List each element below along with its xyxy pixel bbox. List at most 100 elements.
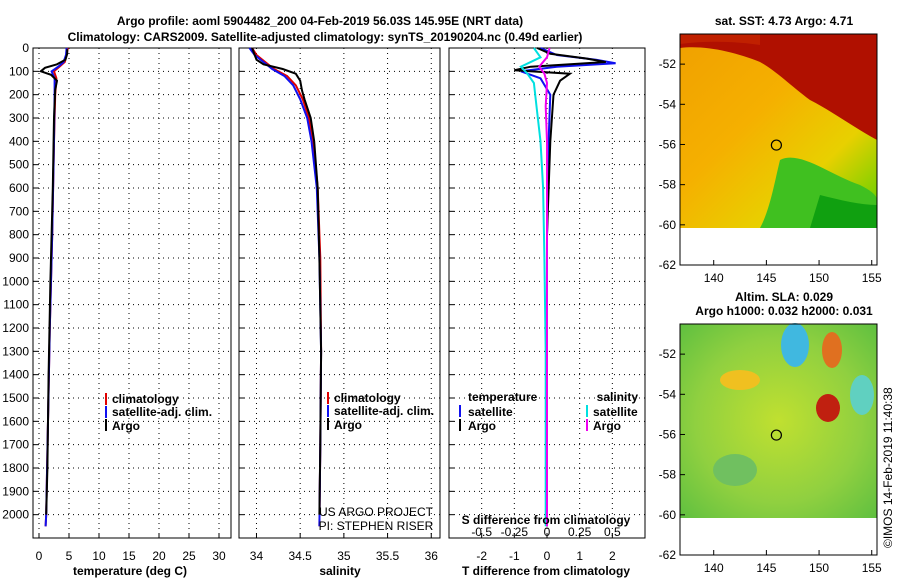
legend-climatology-label: climatology (334, 391, 401, 405)
series-line-argo (251, 47, 323, 515)
sst-map: sat. SST: 4.73 Argo: 4.71 140 145 150 155 -5… (659, 14, 882, 285)
legend-t-satellite-label: satellite (468, 405, 513, 419)
temperature-axes-frame (32, 47, 232, 539)
salinity-xlabel: salinity (319, 564, 361, 578)
series-line-argo (38, 49, 69, 515)
legend-climatology-label: climatology (112, 392, 179, 406)
sla-high-anomaly (822, 332, 842, 368)
map-x-tick-label: 145 (756, 561, 776, 575)
y-tick-label: 1200 (2, 321, 29, 335)
map-y-tick-label: -56 (659, 137, 677, 151)
salinity-diff-tick-label: 0.25 (568, 525, 592, 539)
series-line-s-satellite (519, 47, 547, 527)
credit-line-2: PI: STEPHEN RISER (319, 519, 434, 533)
sla-field-background (680, 324, 877, 518)
x-tick-label: 10 (92, 549, 106, 563)
map-x-tick-label: 145 (756, 271, 776, 285)
map-x-tick-label: 150 (809, 271, 829, 285)
sla-profile-location-marker (770, 429, 782, 441)
salinity-panel: 34 34.5 35 35.5 36 salinity climatology sate… (238, 47, 441, 578)
map-y-tick-label: -56 (659, 427, 677, 441)
x-tick-label: 2 (609, 549, 616, 563)
temperature-panel: 0 5 10 15 20 25 300100200300400500600700800900… (2, 41, 232, 578)
sla-map-frame (679, 323, 878, 556)
y-tick-label: 1000 (2, 274, 29, 288)
legend-argo-label: Argo (112, 419, 140, 433)
x-tick-label: 35 (337, 549, 351, 563)
y-tick-label: 1100 (3, 298, 29, 312)
x-tick-label: 5 (66, 549, 73, 563)
x-tick-label: 15 (122, 549, 136, 563)
difference-legend: temperature satellite Argo salinity sate… (459, 390, 639, 433)
sla-map: Altim. SLA: 0.029 Argo h1000: 0.032 h200… (659, 290, 882, 575)
y-tick-label: 1900 (2, 484, 29, 498)
salinity-diff-tick-label: 0.5 (604, 525, 621, 539)
map-x-tick-label: 155 (862, 561, 882, 575)
sla-map-title-line-2: Argo h1000: 0.032 h2000: 0.031 (695, 304, 873, 318)
x-tick-label: 34.5 (288, 549, 312, 563)
sla-negative-anomaly (850, 375, 874, 415)
legend-temperature-title: temperature (468, 390, 538, 404)
watermark: ©IMOS 14-Feb-2019 11:40:38 (881, 387, 895, 548)
y-tick-label: 1700 (2, 438, 29, 452)
y-tick-label: 1400 (2, 368, 29, 382)
map-y-tick-label: -58 (659, 178, 677, 192)
salinity-diff-tick-label: -0.25 (501, 525, 529, 539)
sla-neutral-region (713, 454, 757, 486)
map-y-tick-label: -52 (659, 57, 677, 71)
legend-s-argo-label: Argo (593, 419, 621, 433)
y-tick-label: 500 (9, 158, 29, 172)
y-tick-label: 400 (9, 134, 29, 148)
difference-panel: -2 -1 0 1 2 -0.5 -0.25 0 0.25 0.5 T difference fr… (448, 47, 646, 578)
sst-map-title: sat. SST: 4.73 Argo: 4.71 (715, 14, 854, 28)
map-y-tick-label: -62 (659, 258, 677, 272)
difference-xlabel: T difference from climatology (462, 564, 630, 578)
temperature-xlabel: temperature (deg C) (73, 564, 187, 578)
legend-satellite-label: satellite-adj. clim. (334, 404, 434, 418)
x-tick-label: 34 (250, 549, 264, 563)
sla-high-anomaly-core (816, 394, 840, 422)
legend-argo-label: Argo (334, 418, 362, 432)
y-tick-label: 1600 (2, 414, 29, 428)
legend-satellite-label: satellite-adj. clim. (112, 405, 212, 419)
sst-warm-region-edge (680, 34, 760, 45)
y-tick-label: 900 (9, 251, 29, 265)
salinity-diff-tick-label: 0 (544, 525, 551, 539)
salinity-diff-tick-label: -0.5 (471, 525, 492, 539)
y-tick-label: 100 (9, 64, 29, 78)
series-line-satellite-adj-clim- (44, 47, 68, 527)
x-tick-label: 1 (576, 549, 583, 563)
y-tick-label: 0 (22, 41, 29, 55)
y-tick-label: 1800 (2, 461, 29, 475)
y-tick-label: 800 (9, 228, 29, 242)
y-tick-label: 2000 (2, 508, 29, 522)
map-y-tick-label: -54 (659, 387, 677, 401)
series-line-s-argo (537, 47, 551, 527)
y-tick-label: 700 (9, 204, 29, 218)
sla-map-title-line-1: Altim. SLA: 0.029 (735, 290, 833, 304)
y-tick-label: 1500 (2, 391, 29, 405)
map-y-tick-label: -62 (659, 548, 677, 562)
legend-s-satellite-label: satellite (593, 405, 638, 419)
y-tick-label: 200 (9, 88, 29, 102)
x-tick-label: 0 (544, 549, 551, 563)
sst-cold-region (810, 195, 877, 228)
credit-line-1: US ARGO PROJECT (319, 505, 434, 519)
title-line-1: Argo profile: aoml 5904482_200 04-Feb-20… (117, 14, 523, 28)
temperature-legend: climatology satellite-adj. clim. Argo (105, 392, 212, 433)
map-x-tick-label: 150 (809, 561, 829, 575)
y-tick-label: 600 (9, 181, 29, 195)
sla-low-anomaly (781, 323, 809, 367)
legend-t-argo-label: Argo (468, 419, 496, 433)
map-y-tick-label: -58 (659, 468, 677, 482)
series-line-t-satellite (520, 47, 616, 527)
y-tick-label: 1300 (2, 344, 29, 358)
difference-xlabel-top: S difference from climatology (462, 513, 631, 527)
x-tick-label: -2 (476, 549, 487, 563)
legend-salinity-title: salinity (597, 390, 639, 404)
sst-map-frame (679, 33, 878, 266)
sla-positive-anomaly (720, 370, 760, 390)
sst-profile-location-marker (770, 139, 782, 151)
salinity-axes-frame (238, 47, 441, 539)
